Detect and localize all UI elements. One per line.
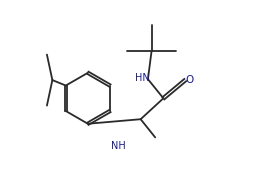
- Text: O: O: [186, 75, 194, 85]
- Text: NH: NH: [112, 141, 126, 151]
- Text: HN: HN: [135, 73, 150, 83]
